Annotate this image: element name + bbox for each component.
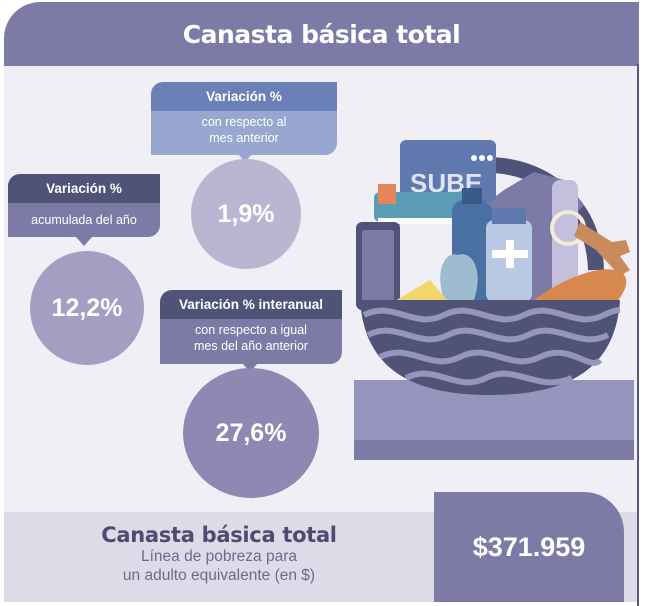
pedestal-top <box>354 380 634 440</box>
basket-weave <box>404 370 574 386</box>
monthly-variation-pointer <box>237 153 253 162</box>
sube-card-icon <box>400 140 496 202</box>
monthly-variation-description-line2: mes anterior <box>209 131 279 145</box>
summary-bar: Canasta básica total Línea de pobreza pa… <box>4 492 639 602</box>
ytd-variation-description-text: acumulada del año <box>31 213 137 227</box>
book-pages <box>378 218 464 224</box>
book-icon <box>374 192 466 222</box>
basket-weave <box>366 327 610 343</box>
yoy-variation-circle: 27,6% <box>183 368 319 498</box>
yoy-variation-description-line1: con respecto a igual <box>195 323 307 337</box>
water-bottle-cap <box>462 188 482 204</box>
basket-weave <box>378 349 603 366</box>
header-bar: Canasta básica total <box>4 2 639 66</box>
book-bookmark <box>378 184 396 204</box>
basket-weave <box>362 307 621 323</box>
card: Canasta básica total Variación % con res… <box>4 2 639 602</box>
pedestal-shadow <box>354 440 634 460</box>
medicine-cap <box>492 208 526 224</box>
monthly-variation-description: con respecto al mes anterior <box>151 111 337 155</box>
yoy-variation-heading: Variación % interanual <box>160 290 342 319</box>
summary-value-box: $371.959 <box>434 492 624 602</box>
sube-card-dot <box>487 155 493 161</box>
ytd-variation-circle: 12,2% <box>30 251 144 365</box>
summary-title: Canasta básica total <box>101 523 337 547</box>
ytd-variation-value: 12,2% <box>51 293 123 322</box>
key-icon <box>574 222 630 276</box>
monthly-variation-circle: 1,9% <box>191 159 301 269</box>
yoy-variation-label: Variación % interanual con respecto a ig… <box>160 290 342 364</box>
yoy-variation-value: 27,6% <box>215 418 287 447</box>
ytd-variation-heading: Variación % <box>8 174 160 203</box>
yoy-variation-description: con respecto a igual mes del año anterio… <box>160 319 342 364</box>
ytd-variation-pointer <box>76 237 92 246</box>
monthly-variation-description-line1: con respecto al <box>201 115 287 129</box>
monthly-variation-label: Variación % con respecto al mes anterior <box>151 82 337 155</box>
phone-screen <box>362 230 394 302</box>
yoy-variation-pointer <box>242 363 258 372</box>
ytd-variation-description: acumulada del año <box>8 203 160 237</box>
sube-card-dot <box>471 155 477 161</box>
ytd-variation-label: Variación % acumulada del año <box>8 174 160 237</box>
summary-text: Canasta básica total Línea de pobreza pa… <box>4 512 434 602</box>
right-border-line <box>637 64 639 606</box>
summary-subtitle-line2: un adulto equivalente (en $) <box>122 567 316 584</box>
medical-cross-icon <box>492 240 528 268</box>
yoy-variation-description-line2: mes del año anterior <box>194 339 308 353</box>
basket-illustration: SUBE <box>354 140 634 460</box>
monthly-variation-heading: Variación % <box>151 82 337 111</box>
monthly-variation-value: 1,9% <box>217 199 275 228</box>
page-title: Canasta básica total <box>182 19 461 49</box>
sube-card-dot <box>479 155 485 161</box>
summary-value: $371.959 <box>472 531 586 562</box>
summary-subtitle-line1: Línea de pobreza para <box>141 548 297 565</box>
